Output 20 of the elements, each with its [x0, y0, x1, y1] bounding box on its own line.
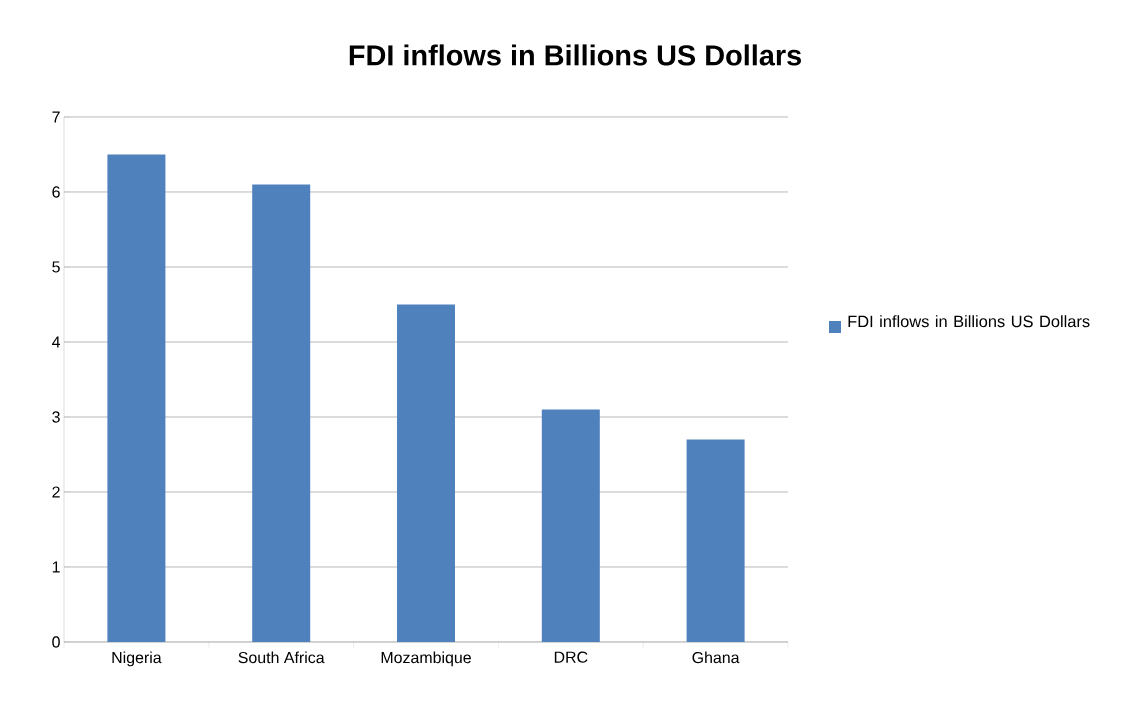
y-tick-label: 7 [52, 111, 60, 123]
x-tick-label: Mozambique [381, 651, 471, 667]
y-tick-label: 2 [52, 486, 60, 498]
x-tick-label: Ghana [692, 651, 740, 664]
y-tick-label: 6 [52, 186, 60, 198]
y-tick-label: 0 [52, 636, 60, 648]
bar [397, 304, 456, 642]
y-tick-label: 3 [52, 411, 60, 423]
bar [107, 154, 166, 642]
x-tick-label: DRC [554, 651, 588, 663]
legend-label: FDI inflows in Billions US Dollars [848, 315, 1090, 328]
y-tick-label: 5 [52, 261, 60, 273]
chart-title: FDI inflows in Billions US Dollars [349, 44, 801, 66]
bar [252, 184, 311, 642]
bar [541, 409, 600, 642]
bar [686, 439, 745, 642]
x-tick-label: South Africa [238, 651, 325, 664]
y-tick-label: 4 [51, 336, 61, 348]
y-tick-label: 1 [52, 561, 60, 573]
x-tick-label: Nigeria [112, 651, 162, 667]
